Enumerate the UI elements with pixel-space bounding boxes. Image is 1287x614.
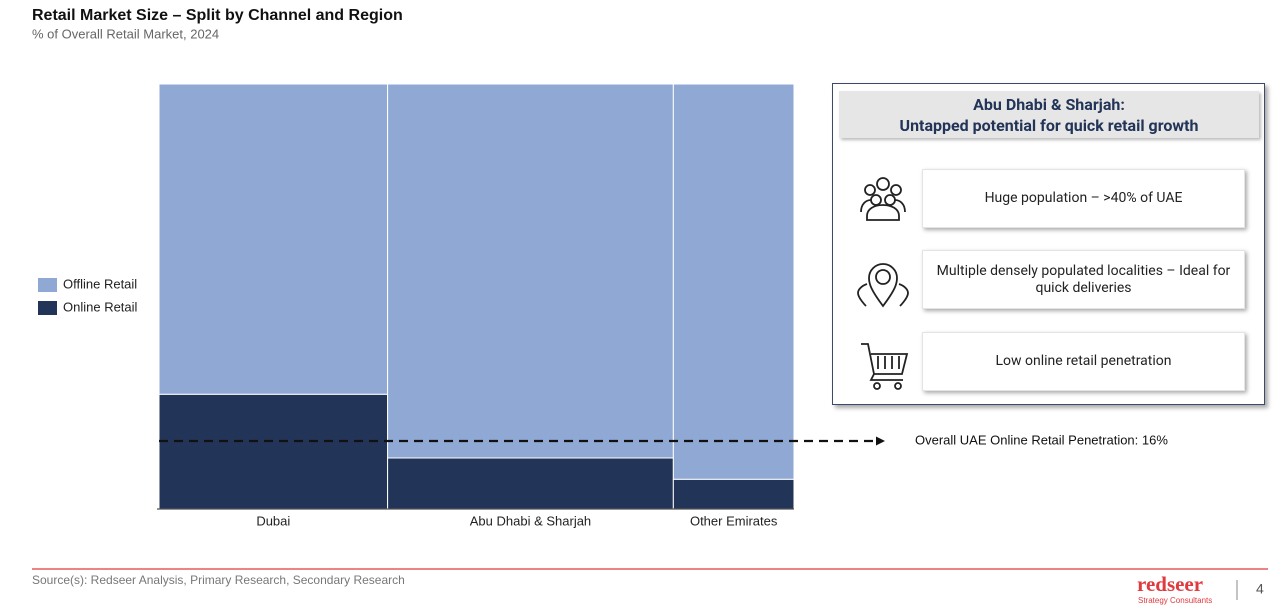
segment — [387, 83, 674, 459]
segment — [672, 83, 795, 480]
callout-title: Abu Dhabi & Sharjah: Untapped potential … — [839, 91, 1259, 138]
legend-label: Online Retail — [63, 299, 138, 314]
page-number: 4 — [1256, 581, 1264, 597]
callout-item: Low online retail penetration — [922, 332, 1245, 391]
reference-arrow — [876, 436, 885, 446]
segment — [672, 478, 795, 510]
chart-title: Retail Market Size – Split by Channel an… — [32, 7, 403, 24]
segment — [387, 457, 674, 510]
logo: redseer — [1137, 572, 1203, 596]
legend-swatch — [38, 301, 57, 315]
callout: Abu Dhabi & Sharjah: Untapped potential … — [832, 83, 1265, 405]
x-tick-label: Other Emirates — [690, 513, 778, 528]
source: Source(s): Redseer Analysis, Primary Res… — [32, 573, 405, 587]
cart-icon — [861, 343, 909, 390]
x-tick-label: Dubai — [256, 513, 290, 528]
chart-subtitle: % of Overall Retail Market, 2024 — [32, 26, 219, 41]
x-tick-label: Abu Dhabi & Sharjah — [470, 513, 591, 528]
legend-label: Offline Retail — [63, 276, 137, 291]
segment — [158, 393, 389, 510]
population-icon — [860, 177, 906, 221]
callout-title-line: Abu Dhabi & Sharjah: — [973, 94, 1125, 114]
callout-title-line: Untapped potential for quick retail grow… — [899, 115, 1199, 135]
segment — [158, 83, 389, 395]
callout-item: Huge population – >40% of UAE — [922, 169, 1245, 228]
logo-sub: Strategy Consultants — [1138, 596, 1212, 605]
legend-swatch — [38, 278, 57, 292]
location-icon — [857, 263, 909, 308]
reference-label: Overall UAE Online Retail Penetration: 1… — [915, 432, 1168, 447]
callout-item: Multiple densely populated localities – … — [922, 250, 1245, 309]
